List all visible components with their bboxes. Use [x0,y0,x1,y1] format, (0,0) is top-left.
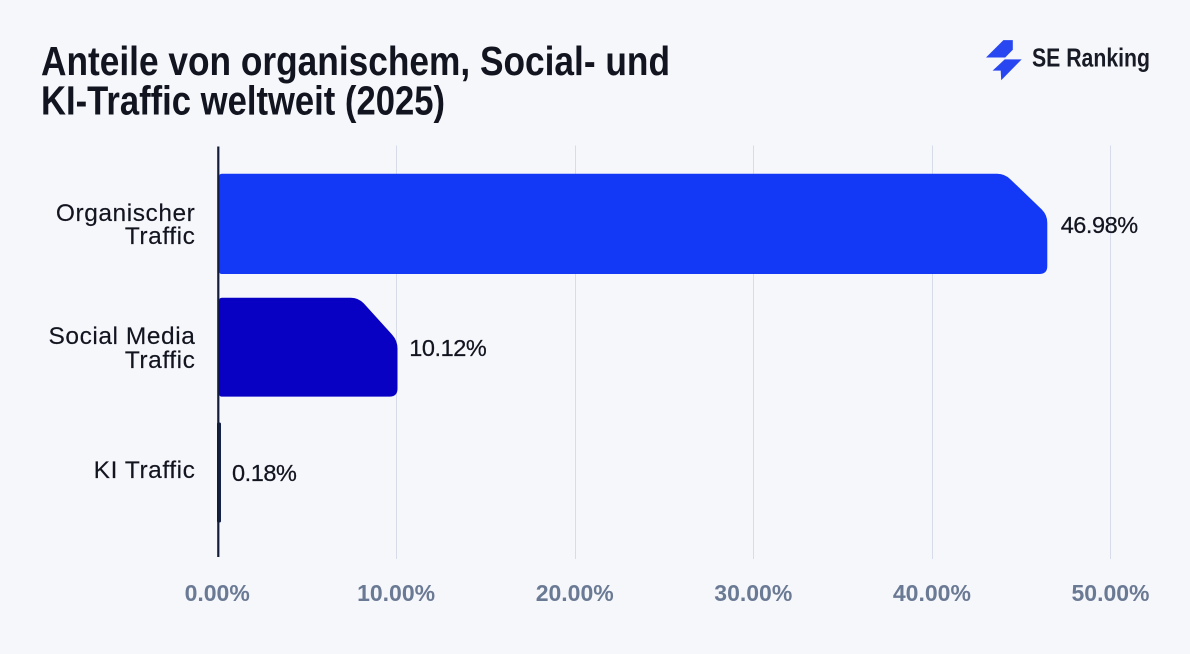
svg-text:Social Media: Social Media [49,323,196,350]
svg-text:46.98%: 46.98% [1061,212,1139,238]
svg-text:Traffic: Traffic [125,223,196,250]
svg-text:10.12%: 10.12% [409,335,487,361]
svg-text:30.00%: 30.00% [714,580,792,606]
svg-text:0.00%: 0.00% [185,580,250,606]
svg-text:Anteile von organischem, Socia: Anteile von organischem, Social- und [41,38,670,84]
svg-text:10.00%: 10.00% [357,580,435,606]
svg-text:KI Traffic: KI Traffic [94,457,196,484]
svg-text:0.18%: 0.18% [232,460,297,486]
svg-text:KI-Traffic weltweit (2025): KI-Traffic weltweit (2025) [41,77,445,123]
svg-text:20.00%: 20.00% [536,580,614,606]
svg-text:Organischer: Organischer [56,200,196,227]
svg-text:SE Ranking: SE Ranking [1032,42,1150,72]
svg-text:50.00%: 50.00% [1071,580,1149,606]
svg-text:40.00%: 40.00% [893,580,971,606]
svg-text:Traffic: Traffic [125,347,196,374]
